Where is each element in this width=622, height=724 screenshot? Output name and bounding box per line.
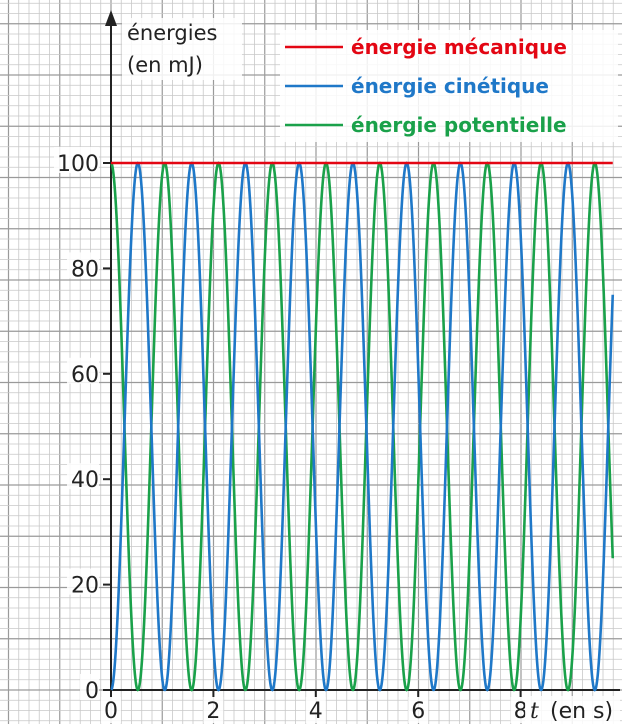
x-tick-label: 8 [514,699,528,724]
y-tick-label: 100 [57,152,99,177]
x-tick-label: 0 [104,699,118,724]
legend: énergie mécanique énergie cinétique énergi… [280,30,618,142]
x-tick-label: 2 [206,699,220,724]
legend-item-potentielle-label: énergie potentielle [351,113,567,137]
x-tick-bg [305,697,326,723]
y-tick-label: 20 [71,574,99,599]
series-line-cinetique [110,161,615,692]
y-axis-label-line1: énergies [127,21,217,45]
y-tick-label: 60 [71,363,99,388]
x-axis-label-unit: (en s) [550,699,613,724]
x-tick-bg [203,697,224,723]
series-line-potentielle [110,161,615,692]
y-tick-bg [67,463,99,490]
y-axis-label-line2: (en mJ) [127,53,203,77]
x-tick-bg [101,697,121,723]
y-tick-bg [67,568,99,595]
curves [110,161,615,692]
x-tick-label: 6 [411,699,425,724]
ylabel-bg [122,18,242,80]
y-tick-bg [80,674,99,700]
y-tick-label: 0 [85,679,99,704]
legend-item-mecanique-label: énergie mécanique [351,35,567,59]
y-tick-bg [67,357,99,384]
y-tick-label: 40 [71,468,99,493]
x-tick-label: 4 [309,699,323,724]
y-tick-bg [67,252,99,279]
y-tick-bg [54,147,99,173]
x-tick-bg [408,697,429,723]
y-tick-label: 80 [71,257,99,282]
legend-item-cinetique-label: énergie cinétique [351,74,549,98]
x-axis-label-symbol: t [530,699,539,724]
y-axis-arrow [105,10,117,26]
xlabel-bg [525,696,620,724]
